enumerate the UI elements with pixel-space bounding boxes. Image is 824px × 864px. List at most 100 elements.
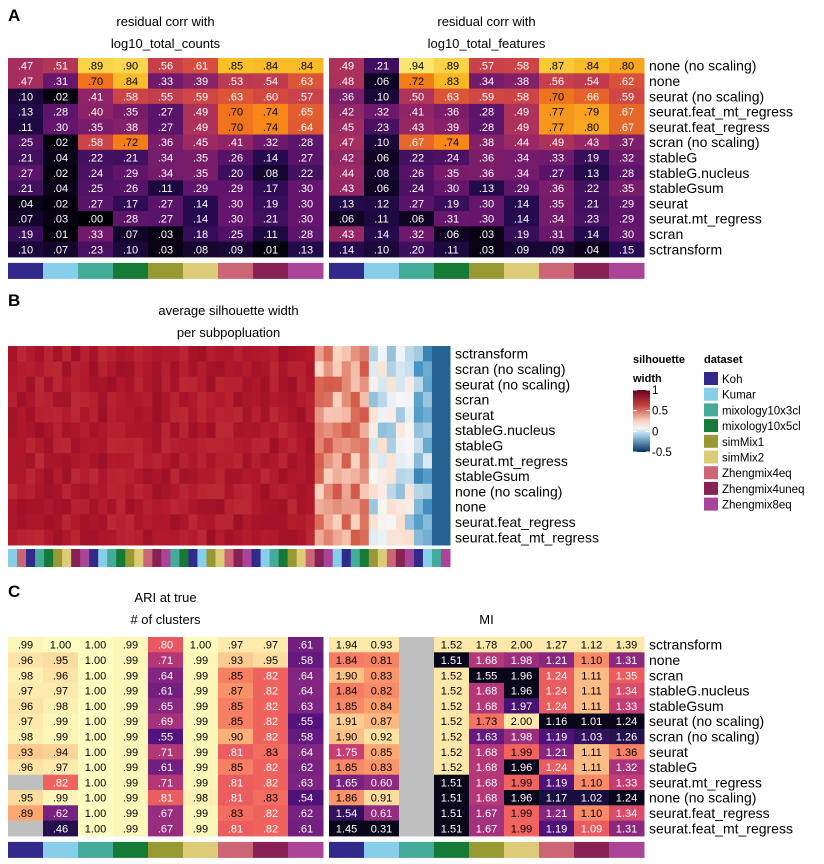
mi-heatmap-cell-label: 1.11 bbox=[581, 686, 602, 698]
silhouette-cell bbox=[242, 361, 253, 378]
silhouette-cell bbox=[242, 422, 253, 439]
features-heatmap-cell bbox=[329, 134, 365, 151]
silhouette-cell bbox=[161, 361, 171, 378]
silhouette-cell bbox=[395, 376, 406, 393]
features-heatmap-cell-label: .10 bbox=[374, 244, 389, 256]
ari-heatmap-cell-label: .82 bbox=[263, 762, 278, 774]
mi-heatmap-cell-label: 0.93 bbox=[371, 640, 392, 652]
ari-heatmap-cell bbox=[288, 820, 324, 837]
silhouette-cell bbox=[53, 499, 63, 515]
features-heatmap-cell bbox=[539, 226, 575, 243]
counts-heatmap-cell bbox=[78, 149, 114, 166]
features-heatmap-cell-label: .28 bbox=[619, 168, 634, 180]
features-heatmap-cell-label: .04 bbox=[584, 244, 599, 256]
dataset-legend-title: dataset bbox=[704, 354, 743, 366]
silhouette-cell bbox=[242, 453, 253, 469]
counts-heatmap-cell-label: .25 bbox=[228, 229, 243, 241]
counts-heatmap-cell bbox=[253, 88, 289, 105]
ari-heatmap-cell-label: 1.00 bbox=[190, 640, 211, 652]
ari-heatmap-cell bbox=[113, 820, 149, 837]
silhouette-cell bbox=[341, 483, 352, 500]
silhouette-cell bbox=[386, 499, 397, 515]
silhouette-cell bbox=[116, 437, 126, 454]
ari-heatmap-cell bbox=[113, 637, 149, 653]
ari-heatmap-cell-label: .85 bbox=[228, 762, 243, 774]
silhouette-cell bbox=[368, 468, 379, 485]
ari-heatmap-dataset-bar bbox=[218, 841, 254, 858]
ari-heatmap-cell bbox=[148, 759, 184, 776]
mi-heatmap-cell-label: 1.84 bbox=[336, 686, 357, 698]
silhouette-cell bbox=[143, 468, 153, 485]
silhouette-dataset-bar bbox=[323, 549, 334, 567]
silhouette-cell bbox=[134, 453, 144, 469]
counts-heatmap-cell-label: .40 bbox=[88, 107, 103, 119]
mi-heatmap-cell bbox=[329, 774, 365, 791]
ari-heatmap-cell-label: .64 bbox=[298, 670, 313, 682]
mi-heatmap-cell bbox=[434, 637, 470, 653]
mi-heatmap-cell bbox=[469, 774, 505, 791]
ari-heatmap-cell-label: .80 bbox=[158, 640, 173, 652]
counts-heatmap-cell-label: .11 bbox=[263, 229, 277, 241]
features-heatmap-cell bbox=[329, 149, 365, 166]
silhouette-cell bbox=[143, 453, 153, 469]
silhouette-cell bbox=[116, 453, 126, 469]
silhouette-cell bbox=[278, 361, 289, 378]
mi-heatmap-cell-label: 1.24 bbox=[546, 762, 567, 774]
counts-heatmap-cell bbox=[288, 119, 324, 135]
silhouette-dataset-bar bbox=[341, 549, 352, 567]
ari-heatmap-cell-label: .87 bbox=[228, 686, 243, 698]
ari-heatmap-cell bbox=[78, 744, 114, 760]
counts-heatmap-cell-label: .10 bbox=[123, 244, 138, 256]
silhouette-dataset-bar bbox=[260, 549, 271, 567]
silhouette-cell bbox=[89, 529, 99, 546]
ari-heatmap-cell bbox=[183, 790, 219, 806]
silhouette-cell bbox=[125, 376, 135, 393]
silhouette-cell bbox=[125, 468, 135, 485]
counts-heatmap-cell-label: .02 bbox=[53, 168, 68, 180]
counts-heatmap-cell-label: .70 bbox=[88, 76, 103, 88]
mi-heatmap-cell-label: 1.67 bbox=[476, 808, 497, 820]
counts-heatmap-cell bbox=[113, 180, 149, 197]
silhouette-cell bbox=[215, 361, 225, 378]
features-heatmap-cell-label: .37 bbox=[619, 137, 634, 149]
silhouette-cell bbox=[62, 422, 72, 439]
mi-heatmap-cell-label: 1.31 bbox=[616, 823, 637, 835]
features-heatmap-cell-label: .03 bbox=[479, 244, 494, 256]
silhouette-cell bbox=[350, 453, 361, 469]
silhouette-cell bbox=[170, 422, 180, 439]
features-heatmap-cell bbox=[329, 88, 365, 105]
mi-heatmap-cell bbox=[574, 682, 610, 699]
counts-heatmap-cell-label: .22 bbox=[298, 168, 313, 180]
ari-heatmap-cell-label: .82 bbox=[263, 670, 278, 682]
mi-heatmap-cell bbox=[504, 759, 540, 776]
panel-b-title-line2: per subpopluation bbox=[176, 325, 281, 340]
ari-heatmap-cell-label: .95 bbox=[263, 655, 278, 667]
silhouette-cell bbox=[152, 391, 162, 408]
features-heatmap-cell bbox=[574, 58, 610, 74]
features-heatmap-cell-label: .32 bbox=[409, 229, 424, 241]
ari-heatmap-cell bbox=[218, 652, 254, 669]
silhouette-cell bbox=[134, 407, 144, 424]
silhouette-cell bbox=[305, 499, 316, 515]
features-heatmap-row-label: seurat bbox=[649, 195, 688, 211]
silhouette-cell bbox=[197, 437, 207, 454]
silhouette-cell bbox=[161, 499, 171, 515]
counts-heatmap-cell-label: .04 bbox=[53, 152, 68, 164]
ari-heatmap-cell bbox=[253, 667, 289, 684]
silhouette-cell bbox=[413, 499, 424, 515]
silhouette-cell bbox=[377, 499, 388, 515]
features-heatmap-cell bbox=[399, 119, 435, 135]
ari-heatmap-cell-label: .99 bbox=[123, 731, 138, 743]
silhouette-cell bbox=[107, 391, 117, 408]
silhouette-cell bbox=[107, 437, 117, 454]
features-heatmap-cell-label: .43 bbox=[339, 183, 354, 195]
ari-heatmap-cell bbox=[78, 774, 114, 791]
silhouette-row-label: seurat.mt_regress bbox=[455, 453, 568, 469]
ari-heatmap-cell-label: .62 bbox=[53, 808, 68, 820]
ari-heatmap-cell-label: .99 bbox=[53, 716, 68, 728]
mi-heatmap-cell bbox=[329, 759, 365, 776]
ari-heatmap-cell-label: .71 bbox=[158, 655, 173, 667]
mi-heatmap-cell bbox=[539, 728, 575, 745]
ari-heatmap-cell-label: .99 bbox=[123, 670, 138, 682]
ari-heatmap-cell-label: .99 bbox=[18, 640, 33, 652]
